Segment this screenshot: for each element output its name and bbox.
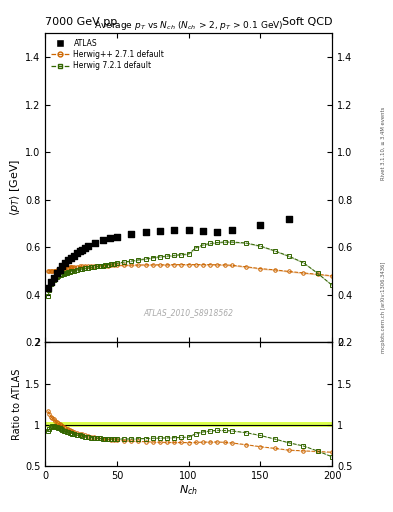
Point — [77, 247, 83, 255]
Point — [71, 251, 77, 260]
Text: 7000 GeV pp: 7000 GeV pp — [45, 16, 118, 27]
Point — [59, 262, 66, 270]
Point — [85, 242, 91, 250]
Point — [82, 244, 88, 252]
Point — [53, 269, 60, 278]
Point — [92, 239, 99, 247]
X-axis label: $N_{ch}$: $N_{ch}$ — [179, 483, 198, 497]
Point — [214, 228, 220, 236]
Point — [48, 278, 54, 286]
Point — [65, 256, 71, 264]
Point — [286, 215, 292, 223]
Point — [143, 228, 149, 237]
Legend: ATLAS, Herwig++ 2.7.1 default, Herwig 7.2.1 default: ATLAS, Herwig++ 2.7.1 default, Herwig 7.… — [49, 37, 166, 72]
Point — [200, 227, 206, 235]
Text: mcplots.cern.ch [arXiv:1306.3436]: mcplots.cern.ch [arXiv:1306.3436] — [381, 262, 386, 353]
Y-axis label: Ratio to ATLAS: Ratio to ATLAS — [12, 369, 22, 440]
Point — [157, 227, 163, 235]
Y-axis label: $\langle p_T \rangle$ [GeV]: $\langle p_T \rangle$ [GeV] — [8, 159, 22, 217]
Point — [57, 266, 63, 274]
Text: Rivet 3.1.10, ≥ 3.4M events: Rivet 3.1.10, ≥ 3.4M events — [381, 106, 386, 180]
Point — [185, 226, 192, 234]
Point — [257, 221, 264, 229]
Text: Soft QCD: Soft QCD — [282, 16, 332, 27]
Point — [62, 259, 68, 267]
Point — [99, 236, 106, 244]
Point — [229, 226, 235, 234]
Point — [51, 274, 57, 282]
Point — [68, 254, 74, 262]
Title: Average $p_T$ vs $N_{ch}$ ($N_{ch}$ > 2, $p_T$ > 0.1 GeV): Average $p_T$ vs $N_{ch}$ ($N_{ch}$ > 2,… — [94, 19, 283, 32]
Point — [73, 249, 80, 257]
Text: ATLAS_2010_S8918562: ATLAS_2010_S8918562 — [143, 309, 234, 317]
Point — [79, 246, 86, 254]
Point — [114, 232, 120, 241]
Point — [107, 234, 113, 242]
Point — [45, 284, 51, 292]
Point — [128, 230, 134, 238]
Point — [171, 226, 178, 234]
